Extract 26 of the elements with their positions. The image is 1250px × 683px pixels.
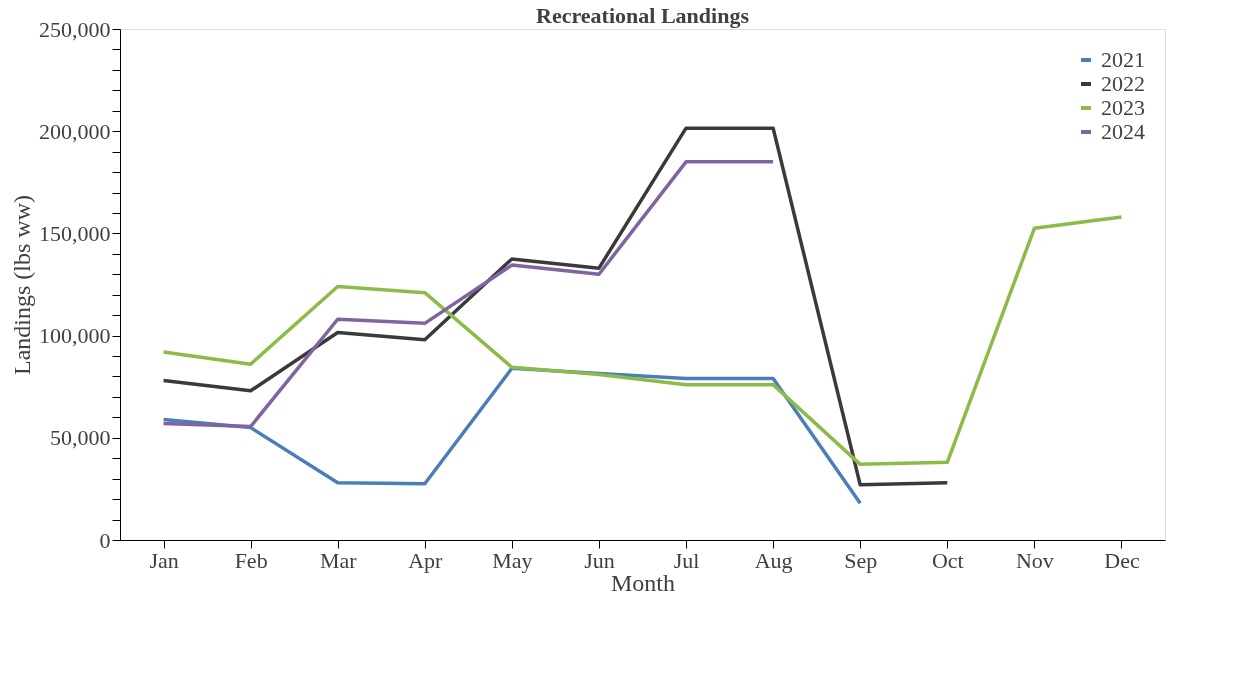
y-tick-label: 250,000	[39, 16, 111, 42]
legend-label: 2021	[1101, 47, 1145, 72]
x-tick-label: Apr	[408, 547, 444, 573]
y-tick-label: 100,000	[39, 323, 111, 349]
line-series	[161, 126, 950, 487]
x-tick-label: Aug	[754, 547, 793, 573]
x-tick-label: Jan	[149, 547, 179, 573]
x-tick-label: Dec	[1104, 547, 1140, 573]
y-tick-label: 150,000	[39, 220, 111, 246]
x-tick-label: Sep	[844, 547, 878, 573]
x-tick-label: Oct	[931, 547, 964, 573]
y-axis-title: Landings (lbs ww)	[9, 195, 35, 375]
legend-label: 2024	[1101, 119, 1145, 144]
y-tick-label: 200,000	[39, 118, 111, 144]
line-series	[161, 160, 775, 429]
legend-label: 2023	[1101, 95, 1145, 120]
line-series	[161, 215, 1124, 467]
x-tick-label: Jul	[673, 547, 700, 573]
y-tick-label: 0	[99, 527, 111, 553]
x-tick-label: Mar	[319, 547, 358, 573]
x-tick-label: Nov	[1015, 547, 1054, 573]
legend-label: 2022	[1101, 71, 1145, 96]
x-tick-label: May	[492, 547, 533, 573]
chart-title: Recreational Landings	[536, 3, 750, 28]
y-tick-label: 50,000	[50, 425, 111, 451]
x-tick-label: Feb	[234, 547, 268, 573]
